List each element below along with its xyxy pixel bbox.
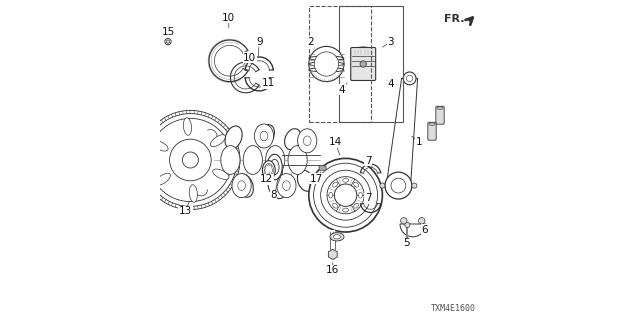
Ellipse shape — [285, 129, 301, 150]
Circle shape — [403, 72, 416, 85]
Circle shape — [309, 158, 383, 232]
Text: 6: 6 — [422, 225, 428, 235]
FancyBboxPatch shape — [436, 106, 444, 124]
Ellipse shape — [429, 123, 435, 125]
Bar — [339, 6, 403, 122]
Polygon shape — [387, 78, 418, 186]
Ellipse shape — [243, 146, 262, 174]
Ellipse shape — [329, 192, 333, 198]
Text: 9: 9 — [256, 36, 262, 47]
Polygon shape — [400, 224, 426, 237]
Ellipse shape — [270, 159, 279, 175]
Text: 16: 16 — [326, 265, 339, 276]
Text: 8: 8 — [270, 190, 277, 200]
Ellipse shape — [211, 135, 225, 147]
Ellipse shape — [354, 203, 358, 208]
Ellipse shape — [232, 173, 252, 198]
Circle shape — [380, 183, 385, 188]
Circle shape — [327, 177, 364, 214]
Text: 15: 15 — [162, 27, 175, 37]
Ellipse shape — [264, 171, 266, 174]
Ellipse shape — [354, 182, 358, 187]
Ellipse shape — [262, 161, 275, 180]
Text: 1: 1 — [416, 137, 422, 148]
Text: 10: 10 — [243, 52, 256, 63]
Circle shape — [308, 46, 344, 82]
Text: 10: 10 — [222, 12, 236, 23]
Ellipse shape — [343, 208, 349, 212]
Ellipse shape — [333, 182, 337, 187]
Ellipse shape — [303, 136, 311, 146]
Circle shape — [419, 218, 425, 224]
FancyBboxPatch shape — [351, 48, 376, 81]
Ellipse shape — [265, 164, 273, 177]
FancyBboxPatch shape — [319, 166, 326, 170]
Circle shape — [406, 75, 413, 82]
Text: 4: 4 — [387, 79, 394, 89]
Ellipse shape — [298, 129, 317, 153]
Ellipse shape — [333, 203, 337, 208]
Ellipse shape — [268, 176, 285, 199]
Ellipse shape — [298, 170, 314, 191]
Ellipse shape — [221, 146, 240, 174]
Ellipse shape — [269, 175, 272, 177]
Ellipse shape — [212, 169, 229, 180]
Text: 7: 7 — [365, 193, 371, 204]
Text: 11: 11 — [262, 78, 275, 88]
FancyBboxPatch shape — [428, 122, 436, 140]
Text: TXM4E1600: TXM4E1600 — [431, 304, 476, 313]
Ellipse shape — [266, 175, 269, 177]
Text: 4: 4 — [339, 84, 345, 95]
Text: 2: 2 — [307, 37, 314, 47]
Text: 12: 12 — [260, 174, 273, 184]
Ellipse shape — [330, 233, 344, 241]
Circle shape — [391, 178, 406, 193]
Text: 7: 7 — [365, 156, 371, 166]
Circle shape — [314, 52, 339, 76]
Ellipse shape — [266, 164, 269, 166]
Text: 17: 17 — [310, 173, 323, 184]
Text: 13: 13 — [179, 206, 192, 216]
Ellipse shape — [272, 166, 274, 170]
Ellipse shape — [260, 131, 268, 141]
Circle shape — [405, 222, 410, 228]
Text: FR.: FR. — [444, 13, 465, 24]
Ellipse shape — [288, 146, 307, 174]
Bar — [309, 6, 371, 122]
Circle shape — [412, 183, 417, 188]
Ellipse shape — [255, 124, 274, 148]
Ellipse shape — [257, 124, 275, 148]
Ellipse shape — [333, 235, 340, 239]
Ellipse shape — [225, 126, 242, 149]
Text: 3: 3 — [387, 37, 394, 47]
Circle shape — [335, 184, 357, 206]
Text: 5: 5 — [403, 238, 410, 248]
Ellipse shape — [358, 192, 362, 198]
Ellipse shape — [283, 181, 290, 190]
Ellipse shape — [189, 185, 197, 202]
Ellipse shape — [437, 107, 443, 109]
Text: 14: 14 — [329, 137, 342, 148]
Ellipse shape — [264, 166, 266, 170]
Circle shape — [401, 218, 407, 224]
Circle shape — [165, 38, 172, 45]
Ellipse shape — [269, 164, 272, 166]
Ellipse shape — [236, 174, 253, 197]
Ellipse shape — [152, 140, 168, 151]
Ellipse shape — [267, 154, 282, 180]
Ellipse shape — [184, 118, 191, 135]
Circle shape — [360, 61, 367, 67]
Ellipse shape — [343, 179, 349, 182]
Circle shape — [385, 172, 412, 199]
Ellipse shape — [266, 146, 285, 174]
Ellipse shape — [272, 171, 274, 174]
Ellipse shape — [238, 181, 246, 190]
Ellipse shape — [276, 173, 296, 198]
Ellipse shape — [156, 173, 170, 185]
